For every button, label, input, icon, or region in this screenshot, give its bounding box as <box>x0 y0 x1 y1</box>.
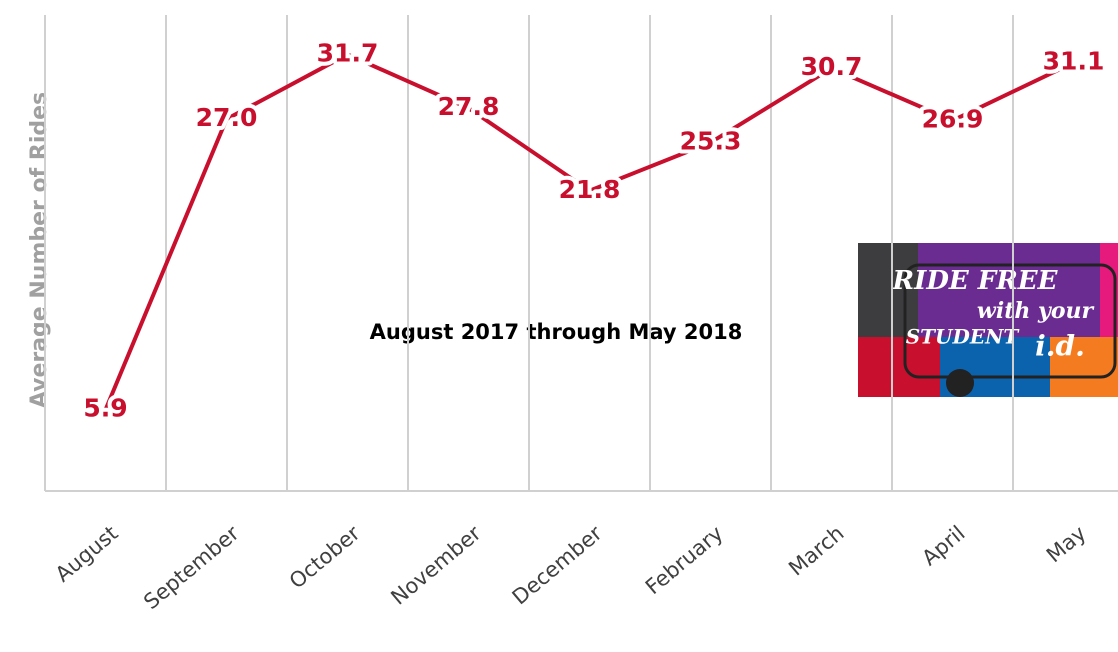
data-label: 27.8 <box>438 92 500 121</box>
logo-text: STUDENT <box>906 325 1021 349</box>
logo-text: RIDE FREE <box>892 266 1059 296</box>
logo-wheel <box>946 369 974 397</box>
annotation: August 2017 through May 2018 <box>370 320 743 344</box>
chart: Average Number of Rides RIDE FREE with y… <box>0 0 1118 652</box>
logo: RIDE FREE with your STUDENT i.d. <box>858 243 1118 397</box>
data-label: 21.8 <box>559 175 621 204</box>
logo-text: with your <box>977 298 1095 324</box>
data-label: 5.9 <box>83 394 127 423</box>
data-label: 27.0 <box>196 103 258 132</box>
x-tick-label: March <box>784 521 848 581</box>
x-tick-label: August <box>51 521 123 587</box>
x-tick-label: April <box>917 521 969 570</box>
y-axis-label: Average Number of Rides <box>27 92 52 408</box>
x-tick-label: September <box>139 521 244 614</box>
x-tick-label: December <box>508 521 607 610</box>
data-label: 25.3 <box>680 127 742 156</box>
data-label: 31.1 <box>1043 47 1105 76</box>
data-label: 30.7 <box>801 52 863 81</box>
data-label: 26.9 <box>922 105 984 134</box>
x-tick-label: November <box>386 521 485 610</box>
logo-text: i.d. <box>1035 330 1085 363</box>
data-label: 31.7 <box>317 38 379 67</box>
x-tick-label: May <box>1042 521 1091 567</box>
x-tick-label: October <box>285 521 365 594</box>
x-tick-label: February <box>641 521 728 599</box>
